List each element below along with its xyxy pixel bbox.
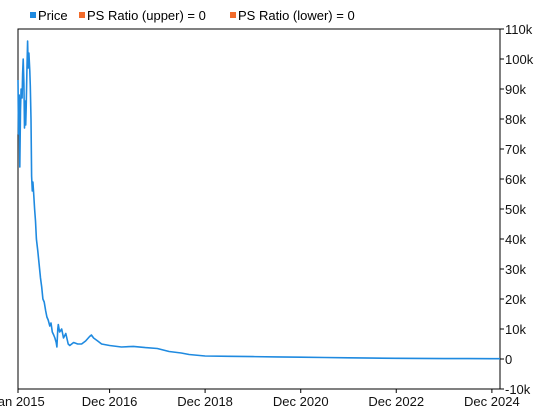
y-tick-label: 40k — [505, 232, 526, 247]
y-tick-label: 100k — [505, 52, 534, 67]
y-tick-label: 90k — [505, 82, 526, 97]
x-tick-label: Jan 2015 — [0, 394, 45, 409]
legend-ps-lower-marker — [230, 12, 236, 18]
y-tick-label: 80k — [505, 112, 526, 127]
legend-ps-upper-marker — [79, 12, 85, 18]
plot-area — [17, 28, 501, 390]
legend: Price PS Ratio (upper) = 0 PS Ratio (low… — [30, 8, 355, 23]
x-axis: Jan 2015 Dec 2016 Dec 2018 Dec 2020 Dec 2022… — [0, 389, 520, 409]
x-tick-label: Dec 2024 — [464, 394, 520, 409]
x-tick-label: Dec 2018 — [177, 394, 233, 409]
y-axis: 110k 100k 90k 80k 70k 60k 50k 40k 30k 20k 10k 0 -10k — [500, 22, 534, 397]
legend-ps-lower-label[interactable]: PS Ratio (lower) = 0 — [238, 8, 355, 23]
x-tick-label: Dec 2020 — [273, 394, 329, 409]
x-tick-label: Dec 2016 — [82, 394, 138, 409]
y-tick-label: 20k — [505, 292, 526, 307]
y-tick-label: 0 — [505, 352, 512, 367]
legend-price-marker — [30, 12, 36, 18]
price-series-line — [17, 40, 500, 360]
legend-price-label[interactable]: Price — [38, 8, 68, 23]
legend-ps-upper-label[interactable]: PS Ratio (upper) = 0 — [87, 8, 206, 23]
y-tick-label: 110k — [505, 22, 533, 37]
y-tick-label: 30k — [505, 262, 526, 277]
y-tick-label: 70k — [505, 142, 526, 157]
y-tick-label: 10k — [505, 322, 526, 337]
y-tick-label: 60k — [505, 172, 526, 187]
y-tick-label: 50k — [505, 202, 526, 217]
y-tick-label: -10k — [505, 382, 531, 397]
x-tick-label: Dec 2022 — [368, 394, 424, 409]
